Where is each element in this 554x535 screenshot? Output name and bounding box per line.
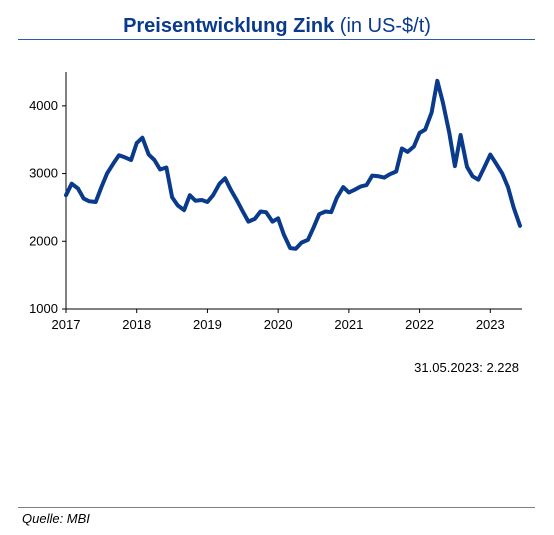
chart-title-unit: (in US-$/t) <box>339 15 431 37</box>
y-tick-label: 2000 <box>29 233 58 248</box>
y-tick-label: 3000 <box>29 166 58 181</box>
footer-divider <box>18 507 535 508</box>
x-tick-label: 2018 <box>122 317 151 332</box>
y-tick-label: 4000 <box>29 98 58 113</box>
y-tick-label: 1000 <box>29 301 58 316</box>
x-tick-label: 2022 <box>405 317 434 332</box>
x-tick-label: 2019 <box>193 317 222 332</box>
source-note: Quelle: MBI <box>22 511 90 526</box>
series-line <box>64 78 522 251</box>
chart-title-main: Preisentwicklung Zink <box>123 15 335 37</box>
chart-title: Preisentwicklung Zink (in US-$/t) <box>0 14 554 38</box>
x-tick-label: 2020 <box>264 317 293 332</box>
x-tick-label: 2023 <box>476 317 505 332</box>
x-tick-label: 2021 <box>334 317 363 332</box>
latest-value-annotation: 31.05.2023: 2.228 <box>414 360 519 375</box>
title-divider <box>18 39 535 40</box>
x-tick-label: 2017 <box>52 317 81 332</box>
